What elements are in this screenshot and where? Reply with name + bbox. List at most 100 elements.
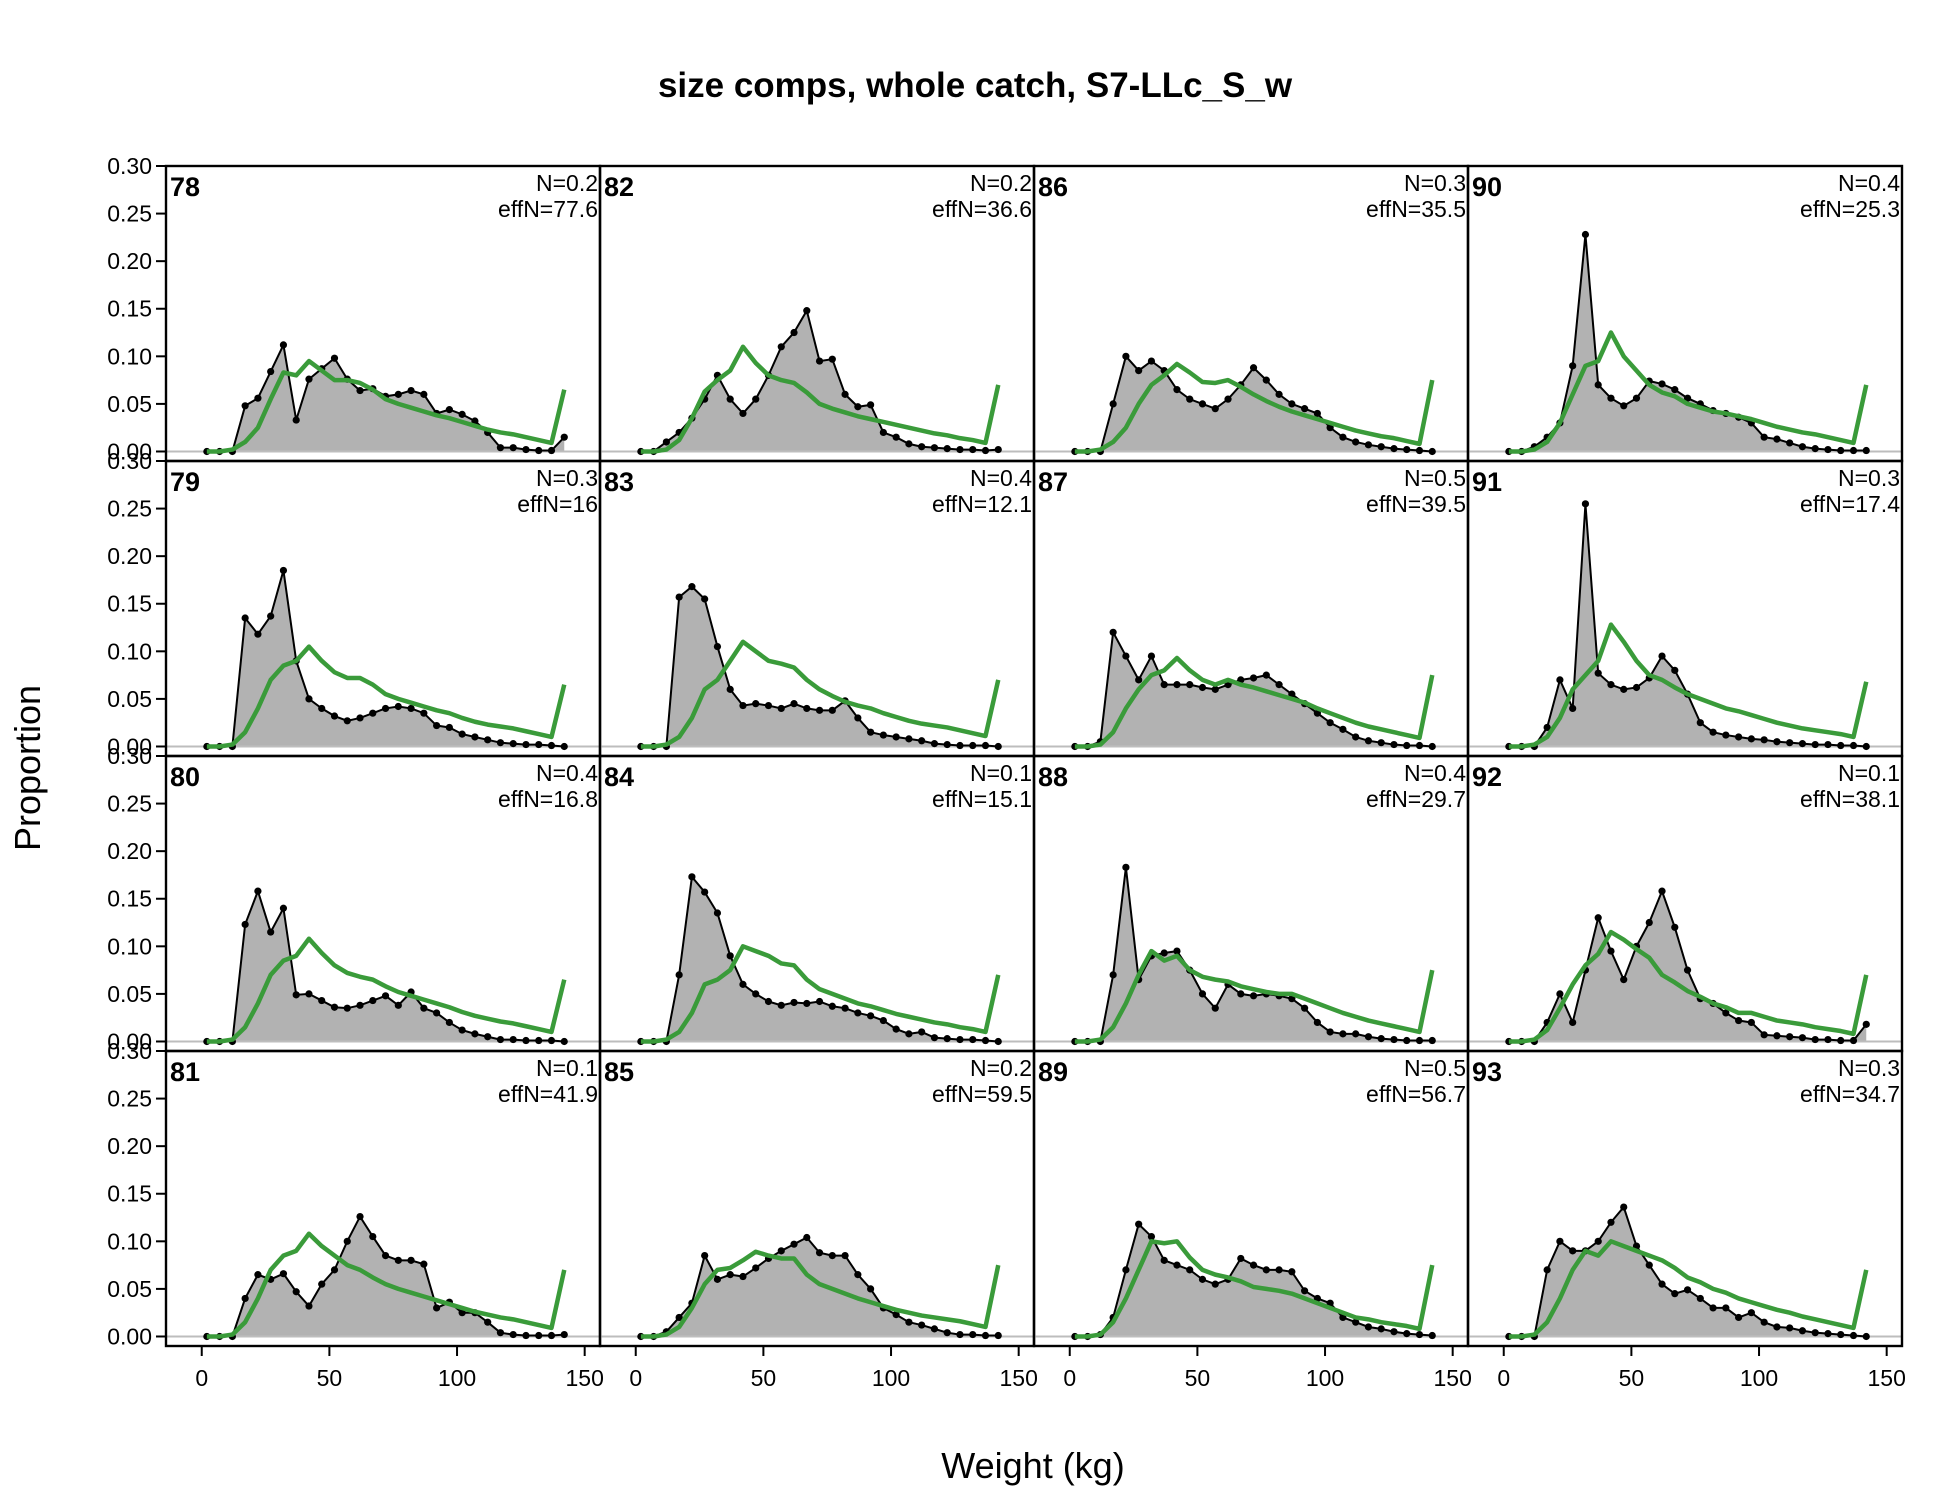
observed-point bbox=[1786, 739, 1794, 747]
y-tick-label: 0.00 bbox=[107, 1323, 152, 1349]
panel-label: 89 bbox=[1038, 1057, 1068, 1087]
observed-point bbox=[522, 1036, 530, 1045]
observed-point bbox=[1849, 446, 1858, 455]
observed-point bbox=[905, 1318, 913, 1326]
observed-point bbox=[1198, 683, 1207, 692]
observed-point bbox=[1173, 1261, 1181, 1269]
observed-point bbox=[930, 1325, 939, 1333]
observed-point bbox=[1760, 433, 1768, 441]
observed-area bbox=[206, 570, 565, 747]
observed-point bbox=[1824, 1035, 1832, 1044]
observed-point bbox=[879, 731, 887, 739]
observed-point bbox=[1607, 681, 1615, 689]
observed-point bbox=[318, 704, 326, 713]
observed-point bbox=[254, 630, 262, 638]
observed-point bbox=[815, 357, 824, 365]
observed-point bbox=[1747, 1309, 1755, 1317]
panel-effn: effN=16 bbox=[517, 491, 598, 517]
panel-n: N=0.1 bbox=[536, 1055, 598, 1081]
observed-point bbox=[1122, 352, 1130, 360]
observed-point bbox=[267, 928, 275, 936]
observed-point bbox=[394, 1001, 402, 1009]
observed-point bbox=[752, 395, 760, 403]
observed-point bbox=[1313, 409, 1321, 418]
y-tick-label: 0.05 bbox=[107, 981, 152, 1007]
observed-point bbox=[1211, 1004, 1219, 1012]
observed-point bbox=[420, 709, 428, 717]
expected-line bbox=[1508, 622, 1869, 749]
observed-point bbox=[1735, 1313, 1743, 1322]
observed-point bbox=[1262, 1266, 1270, 1274]
x-tick-label: 100 bbox=[1740, 1365, 1778, 1391]
observed-area bbox=[640, 1237, 999, 1337]
observed-area bbox=[1508, 891, 1867, 1042]
x-tick-label: 0 bbox=[1063, 1365, 1076, 1391]
panel-label: 87 bbox=[1038, 467, 1068, 497]
observed-point bbox=[1326, 424, 1334, 432]
observed-point bbox=[1301, 1287, 1309, 1295]
observed-point bbox=[381, 992, 390, 1000]
observed-point bbox=[726, 1271, 734, 1279]
observed-point bbox=[1186, 395, 1194, 403]
observed-point bbox=[496, 1035, 505, 1044]
observed-point bbox=[330, 712, 339, 720]
observed-point bbox=[918, 1028, 926, 1036]
observed-point bbox=[1109, 628, 1117, 636]
observed-point bbox=[713, 642, 722, 651]
observed-point bbox=[305, 1302, 313, 1310]
observed-point bbox=[305, 695, 313, 703]
observed-point bbox=[930, 1034, 939, 1042]
observed-point bbox=[241, 1294, 249, 1303]
observed-area bbox=[1508, 1207, 1867, 1337]
observed-point bbox=[1607, 394, 1615, 402]
observed-point bbox=[867, 1012, 875, 1020]
observed-point bbox=[892, 433, 900, 441]
observed-point bbox=[496, 1329, 505, 1337]
y-tick-label: 0.25 bbox=[107, 1086, 152, 1112]
observed-point bbox=[1135, 1220, 1143, 1228]
y-tick-label: 0.30 bbox=[107, 1038, 152, 1064]
observed-point bbox=[1722, 1304, 1730, 1312]
observed-point bbox=[867, 728, 875, 736]
observed-point bbox=[1798, 1327, 1807, 1335]
observed-point bbox=[764, 997, 773, 1006]
observed-point bbox=[458, 1026, 466, 1034]
observed-point bbox=[1160, 681, 1168, 689]
observed-point bbox=[1147, 357, 1156, 365]
observed-point bbox=[1594, 381, 1602, 389]
observed-point bbox=[701, 1251, 709, 1260]
observed-point bbox=[701, 595, 709, 603]
expected-line bbox=[1508, 1239, 1869, 1339]
expected-line bbox=[1074, 1239, 1435, 1339]
panel-frame bbox=[1466, 1049, 1904, 1348]
observed-point bbox=[1262, 671, 1270, 679]
observed-point bbox=[381, 704, 390, 713]
expected-line bbox=[1508, 330, 1869, 454]
observed-point bbox=[509, 444, 517, 452]
observed-point bbox=[1837, 446, 1845, 455]
observed-point bbox=[1173, 947, 1181, 955]
observed-point bbox=[662, 438, 670, 446]
observed-point bbox=[1288, 690, 1296, 698]
observed-point bbox=[1428, 447, 1436, 456]
observed-point bbox=[1735, 733, 1743, 741]
panel-n: N=0.2 bbox=[536, 170, 598, 196]
observed-point bbox=[1658, 652, 1666, 660]
expected-line bbox=[1074, 361, 1435, 454]
observed-point bbox=[1632, 394, 1641, 402]
observed-point bbox=[458, 730, 466, 738]
observed-point bbox=[1773, 1323, 1781, 1331]
observed-point bbox=[790, 328, 798, 337]
observed-point bbox=[777, 343, 785, 351]
expected-line bbox=[206, 358, 567, 454]
x-tick-label: 50 bbox=[751, 1365, 777, 1391]
observed-point bbox=[1326, 1028, 1334, 1036]
observed-point bbox=[1607, 1218, 1615, 1226]
x-tick-label: 50 bbox=[1619, 1365, 1645, 1391]
observed-point bbox=[1645, 1261, 1653, 1269]
y-tick-label: 0.25 bbox=[107, 201, 152, 227]
